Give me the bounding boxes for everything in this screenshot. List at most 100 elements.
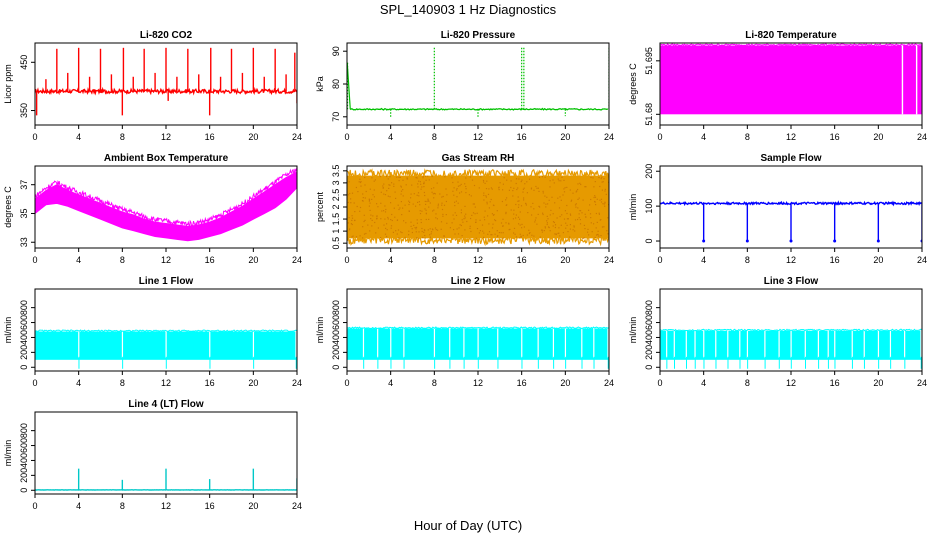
data-baseline	[349, 107, 609, 111]
data-gap	[778, 330, 780, 358]
data-point	[391, 219, 393, 222]
data-point	[566, 186, 568, 188]
data-gap	[920, 330, 922, 358]
data-point	[526, 234, 528, 236]
data-point	[484, 210, 486, 212]
data-point	[410, 221, 412, 223]
data-point	[515, 214, 517, 216]
data-point	[390, 225, 393, 227]
data-point	[374, 221, 376, 224]
chart-panel-5: Gas Stream RH 0 4 8 12 16 20 24 0.5 1 1.5 2 2.5 3 3.5 p…	[315, 153, 614, 265]
series-marks	[660, 43, 922, 115]
data-point	[520, 235, 522, 237]
data-point	[558, 232, 560, 234]
data-point	[357, 191, 359, 193]
data-point	[382, 187, 384, 189]
data-point	[513, 209, 515, 211]
data-point	[515, 203, 517, 206]
data-point	[373, 180, 375, 182]
data-gap	[746, 330, 749, 358]
x-tick-label: 16	[830, 132, 840, 142]
data-point	[578, 217, 580, 219]
x-tick-label: 8	[120, 501, 125, 511]
data-point	[423, 186, 425, 188]
data-edge-top	[660, 328, 922, 332]
y-tick-label: 0	[19, 488, 29, 493]
data-point	[431, 191, 433, 193]
y-tick-label: 33	[19, 237, 29, 247]
data-point	[459, 185, 461, 187]
data-point	[564, 210, 566, 212]
data-point	[595, 212, 597, 215]
data-point	[399, 207, 401, 209]
data-point	[544, 227, 546, 229]
data-point	[433, 192, 435, 194]
data-point	[488, 188, 490, 190]
y-tick-label: 0	[331, 365, 341, 370]
data-point	[459, 192, 461, 194]
data-point	[415, 177, 417, 179]
data-point	[567, 218, 569, 220]
data-point	[424, 234, 426, 237]
data-edge-top	[660, 43, 922, 47]
data-point	[428, 218, 430, 220]
data-point	[601, 226, 604, 228]
x-tick-label: 20	[248, 501, 258, 511]
data-point	[557, 178, 559, 180]
data-point	[562, 194, 564, 196]
data-point	[416, 222, 418, 224]
data-point	[452, 214, 454, 216]
data-point	[427, 198, 429, 200]
data-gap	[863, 330, 865, 358]
data-point	[454, 205, 456, 207]
data-gap	[694, 330, 696, 358]
data-point	[423, 191, 425, 194]
data-point	[570, 214, 572, 216]
data-point	[547, 203, 549, 205]
data-point	[455, 200, 457, 202]
data-point	[596, 221, 598, 223]
x-tick-label: 16	[517, 255, 527, 265]
data-point	[423, 231, 425, 233]
data-point	[485, 196, 487, 198]
data-point	[430, 231, 433, 233]
data-point	[517, 196, 519, 198]
series-marks	[347, 168, 609, 247]
data-point	[365, 190, 367, 193]
data-point	[566, 218, 568, 220]
chart-title: Line 1 Flow	[139, 276, 194, 287]
data-point	[596, 198, 598, 200]
data-point	[408, 230, 410, 232]
data-point	[443, 235, 445, 237]
data-point	[395, 230, 397, 232]
data-point	[546, 222, 548, 224]
data-point	[377, 206, 379, 208]
data-point	[376, 203, 378, 205]
data-point	[398, 208, 400, 211]
data-gap	[537, 328, 539, 358]
chart-title: Line 2 Flow	[451, 276, 506, 287]
data-point	[542, 213, 544, 216]
data-point	[384, 205, 386, 207]
data-point	[389, 196, 391, 198]
x-tick-label: 8	[432, 378, 437, 388]
y-tick-label: 200	[644, 164, 654, 179]
data-point	[451, 222, 453, 224]
x-tick-label: 20	[873, 132, 883, 142]
data-point	[523, 199, 525, 201]
data-point	[513, 187, 515, 189]
data-point	[606, 230, 608, 232]
data-point	[418, 231, 420, 233]
data-point	[377, 227, 379, 229]
data-point	[566, 212, 568, 215]
x-tick-label: 0	[344, 378, 349, 388]
data-point	[421, 210, 423, 212]
data-point	[599, 199, 601, 201]
data-point	[371, 225, 373, 227]
data-gap	[673, 330, 675, 358]
data-point	[460, 191, 463, 193]
data-point	[549, 186, 551, 188]
x-tick-label: 16	[830, 255, 840, 265]
chart-title: Li-820 Temperature	[745, 30, 837, 41]
